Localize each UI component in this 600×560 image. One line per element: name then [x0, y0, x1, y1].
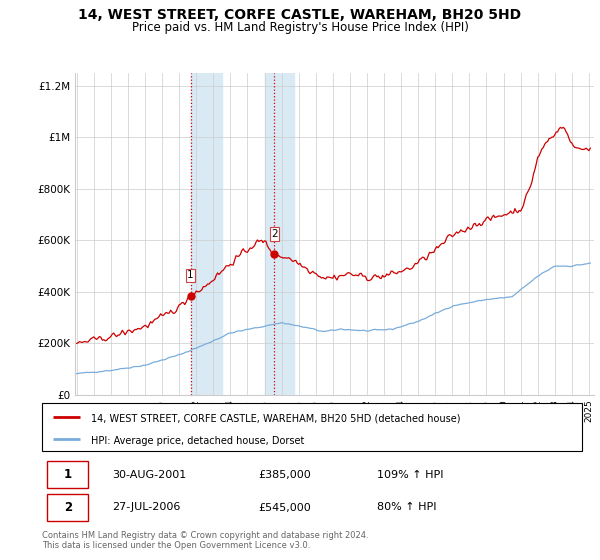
Text: 80% ↑ HPI: 80% ↑ HPI — [377, 502, 436, 512]
FancyBboxPatch shape — [47, 494, 88, 521]
Text: 1: 1 — [64, 468, 72, 481]
Bar — [265, 73, 295, 395]
FancyBboxPatch shape — [42, 403, 582, 451]
Text: 1: 1 — [187, 270, 194, 280]
Text: 14, WEST STREET, CORFE CASTLE, WAREHAM, BH20 5HD: 14, WEST STREET, CORFE CASTLE, WAREHAM, … — [79, 8, 521, 22]
Text: £545,000: £545,000 — [258, 502, 311, 512]
Text: 14, WEST STREET, CORFE CASTLE, WAREHAM, BH20 5HD (detached house): 14, WEST STREET, CORFE CASTLE, WAREHAM, … — [91, 413, 460, 423]
FancyBboxPatch shape — [47, 461, 88, 488]
Bar — [191, 73, 222, 395]
Text: 109% ↑ HPI: 109% ↑ HPI — [377, 470, 443, 479]
Text: HPI: Average price, detached house, Dorset: HPI: Average price, detached house, Dors… — [91, 436, 304, 446]
Text: Price paid vs. HM Land Registry's House Price Index (HPI): Price paid vs. HM Land Registry's House … — [131, 21, 469, 34]
Text: Contains HM Land Registry data © Crown copyright and database right 2024.
This d: Contains HM Land Registry data © Crown c… — [42, 531, 368, 550]
Text: 2: 2 — [64, 501, 72, 514]
Text: 2: 2 — [271, 229, 278, 239]
Text: £385,000: £385,000 — [258, 470, 311, 479]
Text: 27-JUL-2006: 27-JUL-2006 — [112, 502, 181, 512]
Text: 30-AUG-2001: 30-AUG-2001 — [112, 470, 187, 479]
